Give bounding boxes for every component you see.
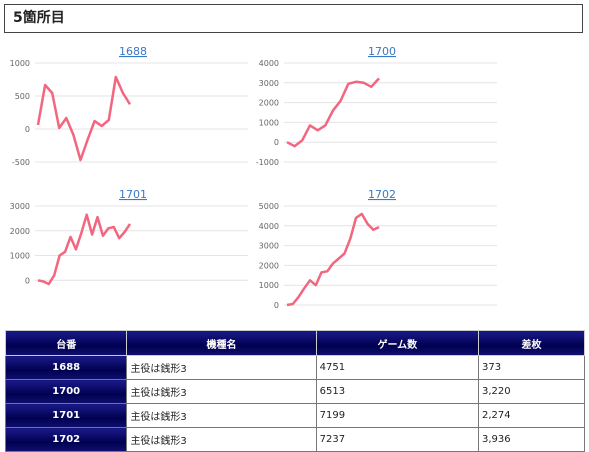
table-row: 1700 主役は銭形3 6513 3,220: [4, 379, 586, 404]
table-cell: 主役は銭形3: [126, 403, 317, 428]
data-line: [37, 213, 132, 286]
y-tick-label: 3000: [10, 202, 30, 211]
y-tick-label: 4000: [259, 222, 279, 231]
table-cell: 主役は銭形3: [126, 355, 317, 380]
y-tick-label: 500: [15, 92, 30, 101]
table-cell: 7237: [315, 427, 479, 452]
data-table: 台番 機種名 ゲーム数 差枚 1688 主役は銭形3 4751 373 1700 主役は銭形3 6…: [4, 330, 586, 452]
y-tick-label: 5000: [259, 202, 279, 211]
table-cell: 3,220: [477, 379, 586, 404]
table-cell: 4751: [315, 355, 479, 380]
charts: 168810005000-500170040003000200010000-10…: [10, 45, 497, 310]
y-tick-label: 1000: [10, 59, 30, 68]
table-row: 1701 主役は銭形3 7199 2,274: [4, 403, 586, 428]
table-row: 1702 主役は銭形3 7237 3,936: [4, 427, 586, 452]
column-header: ゲーム数: [315, 330, 479, 356]
machine-number: 1702: [4, 427, 128, 452]
machine-number: 1700: [4, 379, 128, 404]
machine-number: 1688: [4, 355, 128, 380]
y-tick-label: 3000: [259, 79, 279, 88]
data-line: [286, 212, 380, 307]
chart-title[interactable]: 1701: [119, 188, 147, 201]
y-tick-label: 3000: [259, 242, 279, 251]
y-tick-label: -1000: [256, 158, 279, 167]
table-cell: 2,274: [477, 403, 586, 428]
y-tick-label: 2000: [259, 99, 279, 108]
y-tick-label: 2000: [10, 227, 30, 236]
y-tick-label: 4000: [259, 59, 279, 68]
column-header: 機種名: [126, 330, 317, 356]
y-tick-label: 1000: [10, 252, 30, 261]
machine-number: 1701: [4, 403, 128, 428]
table-row: 1688 主役は銭形3 4751 373: [4, 355, 586, 380]
table-cell: 主役は銭形3: [126, 427, 317, 452]
chart-title[interactable]: 1688: [119, 45, 147, 58]
y-tick-label: 0: [274, 138, 279, 147]
y-tick-label: 0: [25, 276, 30, 285]
y-tick-label: 0: [274, 301, 279, 310]
column-header: 差枚: [477, 330, 586, 356]
header-row: 台番 機種名 ゲーム数 差枚: [4, 330, 586, 356]
table-cell: 3,936: [477, 427, 586, 452]
table-cell: 373: [477, 355, 586, 380]
chart-title[interactable]: 1700: [368, 45, 396, 58]
data-line: [36, 75, 132, 162]
y-tick-label: -500: [12, 158, 30, 167]
table-cell: 主役は銭形3: [126, 379, 317, 404]
column-header: 台番: [4, 330, 128, 356]
section-title: 5箇所目: [4, 4, 583, 33]
chart-title[interactable]: 1702: [368, 188, 396, 201]
table-cell: 6513: [315, 379, 479, 404]
y-tick-label: 1000: [259, 281, 279, 290]
y-tick-label: 0: [25, 125, 30, 134]
y-tick-label: 2000: [259, 261, 279, 270]
data-line: [286, 77, 380, 148]
y-tick-label: 1000: [259, 118, 279, 127]
table-body: 1688 主役は銭形3 4751 373 1700 主役は銭形3 6513 3,220 1701…: [4, 355, 586, 452]
table-cell: 7199: [315, 403, 479, 428]
